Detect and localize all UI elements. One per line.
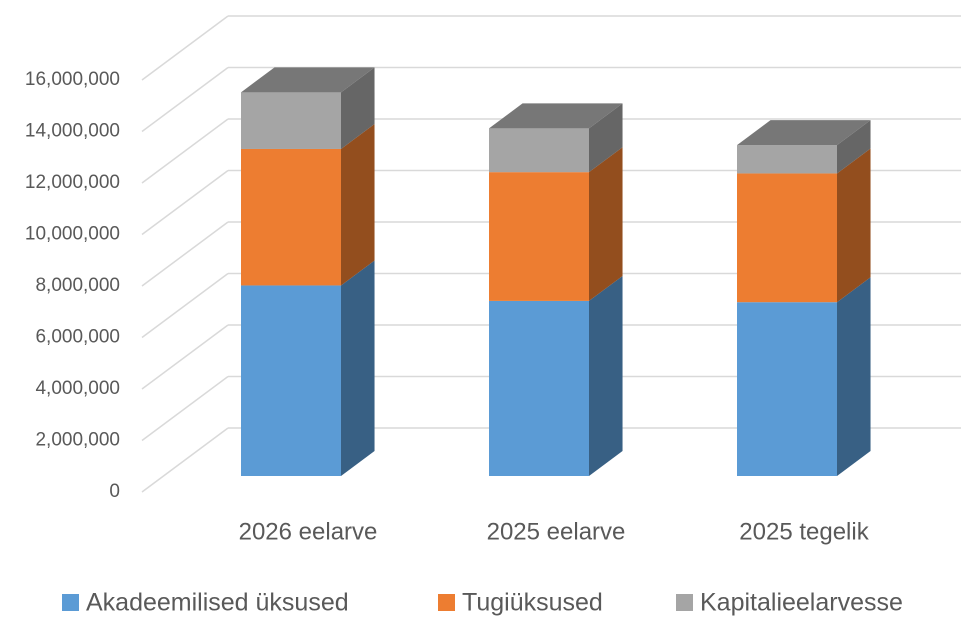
grid-line bbox=[141, 324, 229, 390]
bar-side bbox=[837, 148, 871, 303]
bar-front bbox=[241, 285, 341, 476]
bar-side bbox=[341, 67, 375, 149]
grid-line bbox=[141, 118, 229, 184]
grid-line bbox=[141, 66, 229, 133]
bar-top bbox=[241, 67, 375, 93]
bar-front bbox=[241, 148, 341, 286]
bar-side bbox=[341, 260, 375, 476]
bar-front bbox=[737, 145, 837, 174]
x-tick-label: 2026 eelarve bbox=[239, 518, 378, 545]
y-tick-label: 6,000,000 bbox=[35, 327, 120, 348]
grid-line bbox=[141, 221, 229, 287]
bar-side bbox=[589, 103, 623, 173]
bar-front bbox=[241, 92, 341, 149]
legend-label: Akadeemilised üksused bbox=[86, 589, 349, 617]
bar-front bbox=[489, 300, 589, 476]
grid-line bbox=[141, 272, 229, 339]
y-tick-label: 16,000,000 bbox=[25, 69, 120, 90]
bar-side bbox=[837, 120, 871, 174]
y-tick-label: 8,000,000 bbox=[35, 275, 120, 296]
y-tick-label: 0 bbox=[109, 481, 120, 502]
y-tick-label: 2,000,000 bbox=[35, 430, 120, 451]
grid-line bbox=[141, 15, 229, 81]
y-tick-label: 12,000,000 bbox=[25, 172, 120, 193]
bar-top bbox=[737, 120, 871, 146]
legend-swatch bbox=[62, 594, 79, 611]
legend-label: Kapitalieelarvesse bbox=[700, 589, 903, 617]
x-tick-label: 2025 eelarve bbox=[487, 518, 626, 545]
grid-line bbox=[141, 427, 229, 493]
grid-line bbox=[141, 375, 229, 442]
y-tick-label: 10,000,000 bbox=[25, 224, 120, 245]
legend-label: Tugiüksused bbox=[462, 589, 603, 617]
bar-top bbox=[489, 103, 623, 129]
legend-swatch bbox=[676, 594, 693, 611]
legend-swatch bbox=[438, 594, 455, 611]
bar-front bbox=[737, 173, 837, 303]
y-tick-label: 4,000,000 bbox=[35, 378, 120, 399]
bar-front bbox=[489, 128, 589, 173]
bar-front bbox=[737, 302, 837, 476]
grid-line bbox=[141, 169, 229, 236]
y-tick-label: 14,000,000 bbox=[25, 121, 120, 142]
bar-side bbox=[589, 147, 623, 301]
bar-side bbox=[341, 124, 375, 286]
bar-side bbox=[589, 275, 623, 476]
x-tick-label: 2025 tegelik bbox=[739, 518, 869, 545]
bar-side bbox=[837, 277, 871, 476]
bar-front bbox=[489, 172, 589, 301]
